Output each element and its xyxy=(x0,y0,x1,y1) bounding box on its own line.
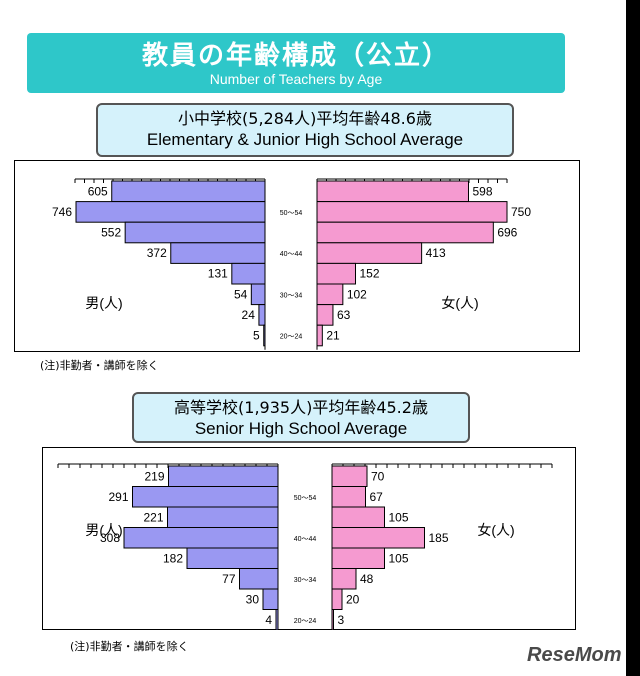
male-bar xyxy=(75,201,266,223)
female-bar xyxy=(316,324,323,347)
male-value-label: 221 xyxy=(143,510,163,524)
male-bar xyxy=(186,547,279,569)
female-value-label: 750 xyxy=(511,205,531,219)
male-bar xyxy=(123,527,279,549)
female-value-label: 48 xyxy=(360,572,374,586)
female-bar xyxy=(331,527,425,549)
female-value-label: 63 xyxy=(337,308,351,322)
female-value-label: 152 xyxy=(360,267,380,281)
male-bar xyxy=(124,221,266,244)
right-edge-bar xyxy=(626,0,640,676)
chart2-pyramid: 219 70 291 67 221 105 308 185 182 105 77 48 30 20 4 3 50… xyxy=(42,447,576,630)
female-value-label: 67 xyxy=(370,490,384,504)
female-label: 女(人) xyxy=(477,522,514,538)
age-group-label: 30～34 xyxy=(294,577,317,584)
male-value-label: 54 xyxy=(234,287,248,301)
page-title: 教員の年齢構成（公立） xyxy=(141,41,450,71)
male-value-label: 372 xyxy=(147,246,167,260)
age-group-label: 50～54 xyxy=(294,495,317,502)
female-value-label: 3 xyxy=(338,613,345,627)
chart1-title: 小中学校(5,284人)平均年齢48.6歳 xyxy=(178,109,432,128)
female-bar xyxy=(331,588,343,610)
male-bar xyxy=(258,304,266,326)
female-value-label: 21 xyxy=(326,329,340,343)
male-bar xyxy=(263,324,266,347)
female-bar xyxy=(331,506,385,528)
female-value-label: 598 xyxy=(472,184,492,198)
male-value-label: 77 xyxy=(222,572,236,586)
male-bar xyxy=(168,465,279,487)
female-value-label: 70 xyxy=(371,469,385,483)
age-group-label: 40～44 xyxy=(280,251,303,258)
male-bar xyxy=(250,283,266,306)
male-bar xyxy=(111,180,266,203)
female-value-label: 105 xyxy=(389,510,409,524)
male-bar xyxy=(231,262,266,285)
chart2-heading: 高等学校(1,935人)平均年齢45.2歳 Senior High School… xyxy=(132,392,470,443)
female-bar xyxy=(316,242,423,264)
title-banner: 教員の年齢構成（公立） Number of Teachers by Age xyxy=(27,33,565,93)
male-value-label: 30 xyxy=(246,592,260,606)
chart1-pyramid: 605 598 746 750 552 696 372 413 131 152 54 102 24 63 5… xyxy=(14,160,580,352)
male-value-label: 5 xyxy=(253,329,260,343)
chart1-note: (注)非勤者・講師を除く xyxy=(40,359,159,372)
male-value-label: 308 xyxy=(100,531,120,545)
female-value-label: 413 xyxy=(426,246,446,260)
page-subtitle: Number of Teachers by Age xyxy=(209,71,383,87)
female-bar xyxy=(331,465,368,487)
female-bar xyxy=(331,609,334,630)
male-value-label: 24 xyxy=(242,308,256,322)
male-bar xyxy=(167,506,279,528)
male-value-label: 552 xyxy=(101,226,121,240)
male-value-label: 746 xyxy=(52,205,72,219)
female-label: 女(人) xyxy=(441,295,478,311)
male-value-label: 219 xyxy=(144,469,164,483)
female-bar xyxy=(316,304,334,326)
male-label: 男(人) xyxy=(85,295,122,311)
resemom-logo: ReseMom xyxy=(527,644,622,666)
female-bar xyxy=(316,262,357,285)
male-bar xyxy=(170,242,266,264)
female-bar xyxy=(316,180,469,203)
male-value-label: 182 xyxy=(163,551,183,565)
male-label: 男(人) xyxy=(85,522,122,538)
chart1-heading: 小中学校(5,284人)平均年齢48.6歳 Elementary & Junio… xyxy=(96,103,514,157)
female-bar xyxy=(331,568,357,590)
chart-frame xyxy=(14,160,580,352)
age-group-label: 20～24 xyxy=(294,618,317,625)
female-value-label: 102 xyxy=(347,287,367,301)
age-group-label: 30～34 xyxy=(280,292,303,299)
chart2-title: 高等学校(1,935人)平均年齢45.2歳 xyxy=(174,398,428,417)
male-value-label: 605 xyxy=(88,184,108,198)
chart1-subtitle: Elementary & Junior High School Average xyxy=(146,130,464,149)
female-bar xyxy=(316,221,494,244)
chart2-note: (注)非勤者・講師を除く xyxy=(70,640,189,653)
chart2-subtitle: Senior High School Average xyxy=(194,419,408,438)
male-bar xyxy=(132,486,279,508)
age-group-label: 40～44 xyxy=(294,536,317,543)
age-group-label: 50～54 xyxy=(280,210,303,217)
female-value-label: 20 xyxy=(346,592,360,606)
female-bar xyxy=(331,547,385,569)
male-bar xyxy=(262,588,279,610)
male-value-label: 4 xyxy=(265,613,272,627)
female-value-label: 696 xyxy=(497,226,517,240)
female-bar xyxy=(316,201,508,223)
female-value-label: 185 xyxy=(429,531,449,545)
age-group-label: 20～24 xyxy=(280,334,303,341)
male-bar xyxy=(275,609,279,630)
female-bar xyxy=(316,283,344,306)
male-value-label: 291 xyxy=(108,490,128,504)
male-bar xyxy=(239,568,279,590)
male-value-label: 131 xyxy=(208,267,228,281)
female-value-label: 105 xyxy=(389,551,409,565)
female-bar xyxy=(331,486,366,508)
